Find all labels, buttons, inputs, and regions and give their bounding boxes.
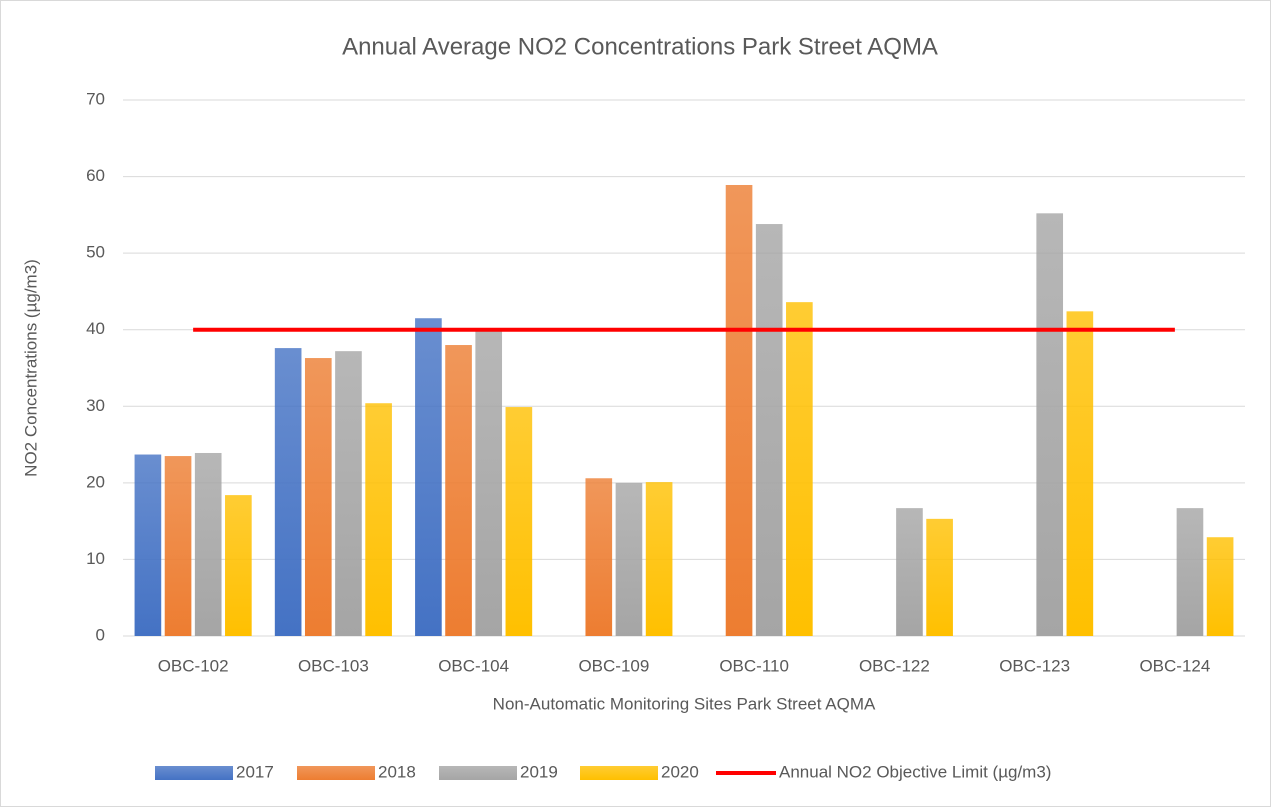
y-tick-label: 60 — [86, 166, 105, 185]
bar — [1066, 311, 1094, 636]
x-axis-label: Non-Automatic Monitoring Sites Park Stre… — [493, 694, 876, 713]
y-axis-label: NO2 Concentrations (µg/m3) — [21, 259, 40, 477]
x-tick-label: OBC-110 — [719, 656, 789, 675]
x-tick-label: OBC-104 — [438, 656, 509, 675]
bar — [134, 454, 162, 636]
legend-label: 2018 — [378, 762, 416, 781]
legend-label: 2019 — [520, 762, 558, 781]
bar — [755, 224, 783, 636]
bar — [615, 482, 643, 636]
x-tick-label: OBC-124 — [1139, 656, 1210, 675]
legend-swatch — [580, 766, 658, 780]
bar — [926, 518, 953, 636]
bar — [274, 348, 302, 636]
bar — [1036, 213, 1064, 636]
bar — [415, 318, 442, 636]
x-tick-label: OBC-103 — [298, 656, 369, 675]
bar — [335, 351, 362, 636]
y-tick-label: 50 — [86, 243, 105, 262]
bar — [1206, 537, 1234, 636]
legend-swatch — [297, 766, 375, 780]
legend-swatch — [439, 766, 517, 780]
chart-title: Annual Average NO2 Concentrations Park S… — [342, 33, 938, 60]
bar — [475, 330, 503, 636]
bar — [896, 508, 923, 636]
bar — [786, 302, 813, 636]
bar — [225, 495, 252, 636]
bar — [585, 478, 613, 636]
bar — [645, 482, 673, 636]
y-tick-label: 30 — [86, 396, 105, 415]
bar — [1176, 508, 1204, 636]
legend-swatch — [155, 766, 233, 780]
legend-label: 2020 — [661, 762, 699, 781]
bar — [164, 456, 192, 636]
x-tick-label: OBC-123 — [999, 656, 1070, 675]
bar — [304, 358, 332, 636]
y-tick-label: 40 — [86, 319, 105, 338]
x-tick-label: OBC-102 — [158, 656, 229, 675]
bar — [445, 345, 472, 636]
bar — [365, 403, 392, 636]
legend-label: 2017 — [236, 762, 274, 781]
y-tick-label: 10 — [86, 549, 105, 568]
bar — [505, 407, 533, 636]
y-tick-label: 0 — [96, 625, 105, 644]
bar — [194, 452, 222, 636]
bar — [725, 184, 753, 636]
y-tick-label: 20 — [86, 472, 105, 491]
legend-label: Annual NO2 Objective Limit (µg/m3) — [779, 762, 1051, 781]
x-tick-label: OBC-109 — [578, 656, 649, 675]
x-tick-label: OBC-122 — [859, 656, 930, 675]
y-tick-label: 70 — [86, 89, 105, 108]
